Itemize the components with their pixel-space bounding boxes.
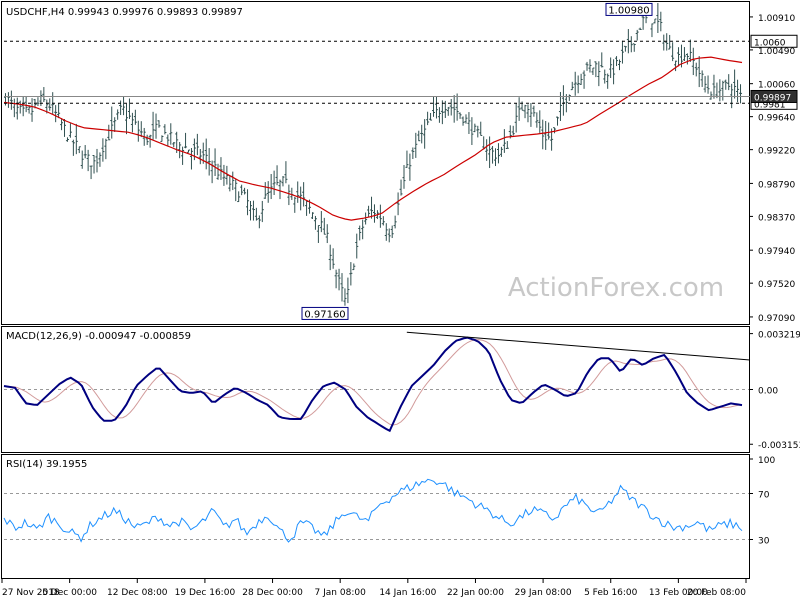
x-tick-label: 20 Feb 08:00 <box>687 588 746 598</box>
macd-tick-label: 0.003219 <box>758 331 800 341</box>
annotation-label: 0.97160 <box>304 309 345 320</box>
macd-line <box>3 336 743 433</box>
annotation-label: 1.00980 <box>608 5 649 16</box>
x-tick-label: 13 Feb 00:00 <box>649 588 708 598</box>
rsi-chart <box>3 478 750 543</box>
x-tick-label: 28 Dec 00:00 <box>242 588 303 598</box>
price-tick-label: 0.97520 <box>758 280 795 290</box>
level-tag-label: 0.9981 <box>754 100 786 110</box>
rsi-tick-label: 70 <box>758 491 770 501</box>
price-tick-label: 0.99220 <box>758 147 795 157</box>
x-tick-label: 29 Jan 08:00 <box>515 588 572 598</box>
price-tick-label: 0.97090 <box>758 314 795 324</box>
level-tag <box>750 34 798 48</box>
x-tick-label: 5 Dec 00:00 <box>42 588 97 598</box>
price-tick-label: 1.00490 <box>758 47 795 57</box>
price-panel-frame <box>1 1 750 325</box>
level-tag <box>750 89 798 103</box>
macd-signal-line <box>3 339 743 426</box>
level-tag-label: 1.0060 <box>754 38 786 48</box>
x-tick-label: 19 Dec 16:00 <box>175 588 236 598</box>
price-chart: 1.00980 0.97160 <box>3 2 750 320</box>
macd-trendline <box>406 331 751 361</box>
level-tag-label: 0.99897 <box>754 93 791 103</box>
rsi-tick-label: 100 <box>758 456 775 466</box>
annotation-box <box>605 2 653 16</box>
price-tick-label: 0.99640 <box>758 114 795 124</box>
price-header-label: USDCHF,H4 0.99943 0.99976 0.99893 0.9989… <box>6 7 243 18</box>
x-tick-label: 27 Nov 2018 <box>2 588 60 598</box>
annotation-box <box>301 306 349 320</box>
price-tick-label: 1.00910 <box>758 14 795 24</box>
x-tick-label: 12 Dec 08:00 <box>107 588 168 598</box>
x-tick-label: 5 Feb 16:00 <box>584 588 638 598</box>
price-tick-label: 0.97940 <box>758 247 795 257</box>
price-tick-label: 0.98370 <box>758 213 795 223</box>
rsi-tick-label: 30 <box>758 537 770 547</box>
x-tick-label: 14 Jan 16:00 <box>379 588 436 598</box>
x-tick-label: 22 Jan 00:00 <box>447 588 504 598</box>
rsi-panel-frame <box>1 454 750 579</box>
watermark-text: ActionForex.com <box>508 273 724 303</box>
macd-tick-label: 0.00 <box>758 387 778 397</box>
macd-tick-label: -0.003153 <box>758 441 800 451</box>
rsi-header-label: RSI(14) 39.1955 <box>6 459 87 470</box>
rsi-line <box>3 478 743 543</box>
price-tick-label: 1.00060 <box>758 81 795 91</box>
x-tick-label: 7 Jan 08:00 <box>315 588 367 598</box>
price-tick-label: 0.98790 <box>758 180 795 190</box>
moving-average-line <box>3 56 743 221</box>
macd-chart <box>3 331 751 433</box>
macd-header-label: MACD(12,26,9) -0.000947 -0.000859 <box>6 331 191 342</box>
axis-labels: 1.00910 1.00490 1.00060 0.99640 0.99220 0.987… <box>1 14 800 598</box>
